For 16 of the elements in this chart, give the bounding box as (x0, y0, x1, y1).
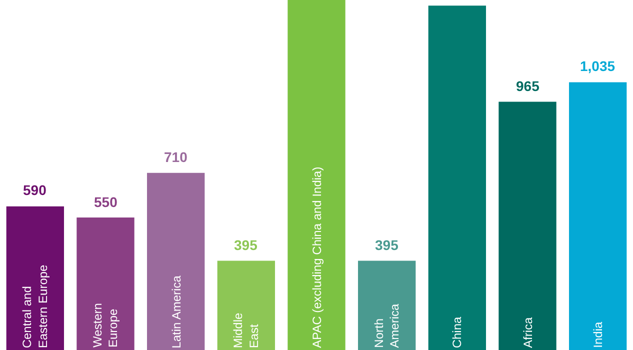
x-tick-label: North America (372, 303, 402, 348)
x-tick-label: India (590, 321, 605, 348)
data-label: 395 (375, 237, 399, 253)
data-label: 550 (94, 194, 118, 210)
x-tick-label: China (450, 316, 464, 348)
data-label: 590 (23, 182, 47, 198)
x-tick-label: APAC (excluding China and India) (310, 166, 324, 348)
x-tick-label: Western Europe (90, 303, 120, 348)
data-label: 710 (164, 149, 188, 165)
data-label: 965 (516, 78, 540, 94)
x-tick-label: Middle East (231, 312, 261, 348)
data-label: 395 (234, 237, 258, 253)
x-tick-label: Latin America (169, 275, 184, 348)
x-tick-label: Central and Eastern Europe (20, 264, 50, 348)
x-tick-label: Africa (521, 317, 535, 348)
data-label: 1,035 (580, 58, 616, 74)
